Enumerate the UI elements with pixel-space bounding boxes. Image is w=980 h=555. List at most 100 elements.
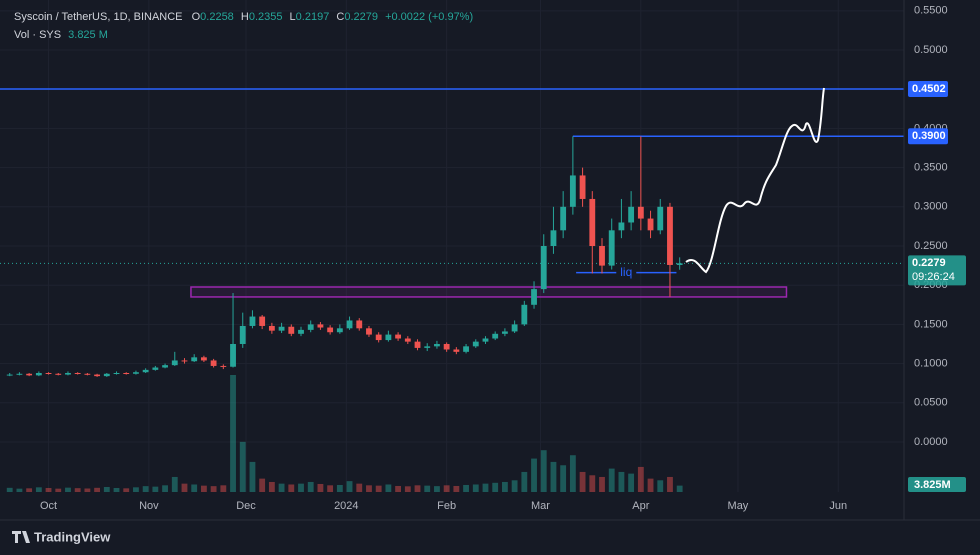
volume-layer	[6, 375, 683, 492]
volume-bar	[424, 485, 431, 492]
volume-bar	[667, 476, 673, 492]
candle-body	[191, 357, 198, 362]
candle-body	[142, 369, 149, 373]
volume-value: 3.825 M	[68, 29, 108, 41]
candle-body	[6, 374, 13, 376]
y-tick-label: 0.3500	[914, 162, 948, 174]
volume-bar	[628, 473, 635, 492]
candle-body	[434, 343, 440, 347]
candle-body	[94, 374, 101, 377]
candle-body	[501, 331, 508, 334]
volume-bar	[288, 484, 295, 492]
volume-bar	[521, 471, 528, 492]
y-tick-label: 0.1500	[914, 318, 948, 330]
candle-body	[35, 372, 42, 376]
volume-bar	[103, 486, 110, 492]
candle-body	[26, 373, 33, 376]
volume-bar	[501, 481, 508, 492]
volume-bar	[482, 483, 489, 492]
volume-bar	[414, 485, 421, 492]
volume-bar	[278, 483, 285, 492]
volume-legend: Vol · SYS 3.825 M	[14, 29, 108, 41]
volume-bar	[366, 485, 372, 492]
volume-bar	[191, 484, 198, 492]
candle-body	[103, 373, 110, 377]
ohlc-value: 0.2197	[296, 11, 330, 23]
candle-body	[404, 338, 411, 342]
volume-bar	[579, 471, 586, 492]
candle-body	[152, 367, 159, 370]
candle-body	[210, 360, 217, 366]
candle-body	[65, 372, 71, 375]
candle-body	[16, 373, 23, 375]
change: +0.0022 (+0.97%)	[385, 11, 473, 23]
volume-bar	[16, 488, 23, 492]
volume-bar	[492, 482, 499, 492]
x-tick-label: Nov	[139, 500, 159, 512]
candle-body	[676, 263, 683, 265]
candle-body	[628, 206, 635, 223]
candle-body	[307, 324, 314, 330]
ohlc-value: 0.2355	[249, 11, 283, 23]
level-tag	[908, 81, 948, 98]
candle-body	[647, 218, 654, 231]
volume-bar	[6, 487, 13, 492]
x-tick-label: Mar	[531, 500, 550, 512]
candle-body	[55, 373, 62, 375]
candle-body	[162, 365, 168, 368]
liq-label-bg	[616, 264, 637, 280]
volume-bar	[676, 485, 683, 492]
candle-body	[589, 198, 596, 246]
candle-body	[443, 343, 450, 350]
ohlc-key: H	[241, 11, 249, 23]
candle-body	[230, 343, 236, 367]
volume-bar	[550, 461, 557, 492]
volume-bar	[123, 488, 130, 492]
volume-bar	[560, 465, 567, 492]
volume-bar	[356, 483, 363, 492]
volume-title: Vol · SYS	[14, 29, 61, 41]
legend-line: Syscoin / TetherUS, 1D, BINANCE O0.2258 …	[14, 11, 473, 23]
volume-bar	[540, 450, 547, 492]
candle-body	[45, 372, 52, 374]
volume-bar	[618, 471, 625, 492]
countdown-label: 09:26:24	[912, 271, 955, 283]
candle-body	[327, 327, 334, 333]
volume-bar	[84, 488, 91, 492]
volume-bar	[463, 484, 469, 492]
candle-body	[550, 230, 557, 246]
zone-box	[190, 286, 788, 298]
volume-bar	[152, 486, 159, 492]
y-tick-label: 0.5500	[914, 5, 948, 17]
candle-body	[113, 372, 120, 374]
volume-bar	[307, 481, 314, 492]
volume-bar	[210, 486, 217, 492]
volume-bar	[171, 476, 178, 492]
volume-bar	[336, 484, 343, 492]
candle-body	[521, 304, 528, 325]
candle-body	[657, 206, 664, 231]
volume-bar	[637, 466, 644, 492]
level-tag-label: 0.4502	[912, 83, 946, 95]
symbol-title: Syscoin / TetherUS, 1D, BINANCE	[14, 11, 183, 23]
ohlc-key: C	[336, 11, 344, 23]
volume-bar	[142, 486, 149, 492]
liq-label: liq	[620, 265, 632, 279]
candle-body	[84, 373, 91, 375]
candle-body	[249, 316, 256, 326]
candle-body	[472, 341, 479, 347]
brand: TradingView	[12, 529, 111, 544]
volume-bar	[181, 483, 188, 492]
volume-bar	[35, 487, 42, 492]
candle-body	[540, 246, 547, 290]
volume-tag	[908, 477, 966, 492]
candle-body	[453, 349, 460, 352]
candle-body	[492, 333, 499, 339]
volume-bar	[395, 485, 402, 492]
volume-bar	[599, 476, 605, 492]
volume-bar	[249, 461, 256, 492]
y-tick-label: 0.1000	[914, 357, 948, 369]
ohlc-value: 0.2279	[344, 11, 378, 23]
volume-bar	[434, 486, 440, 492]
